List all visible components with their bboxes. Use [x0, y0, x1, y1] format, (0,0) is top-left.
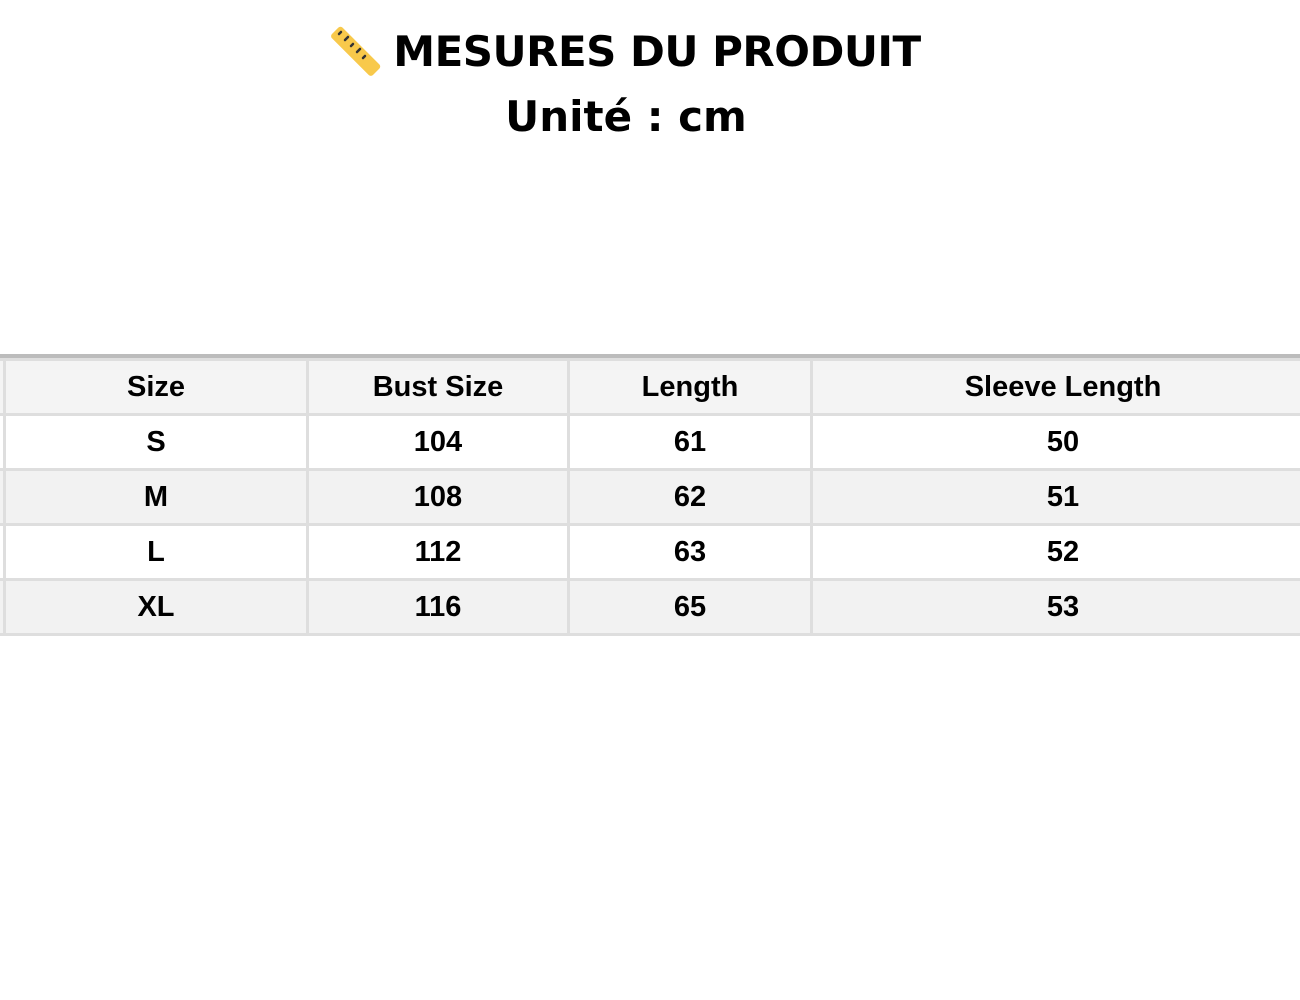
table-cell: 63 [567, 523, 813, 581]
table-cell: S [3, 413, 309, 471]
table-cell: 61 [567, 413, 813, 471]
table-cell: 52 [810, 523, 1300, 581]
page-title: MESURES DU PRODUIT [0, 26, 1252, 76]
table-cell: L [3, 523, 309, 581]
table-cell: 112 [306, 523, 570, 581]
table-row: S 104 61 50 [0, 413, 1300, 471]
column-header: Sleeve Length [810, 358, 1300, 416]
table-cell: 50 [810, 413, 1300, 471]
edge-cell [0, 578, 6, 636]
table-cell: 53 [810, 578, 1300, 636]
title-text: MESURES DU PRODUIT [393, 26, 921, 76]
unit-subtitle: Unité : cm [505, 92, 747, 141]
table-row: L 112 63 52 [0, 523, 1300, 581]
table-cell: 62 [567, 468, 813, 526]
table-cell: M [3, 468, 309, 526]
edge-cell [0, 358, 6, 416]
edge-cell [0, 413, 6, 471]
table-cell: 51 [810, 468, 1300, 526]
table-cell: 116 [306, 578, 570, 636]
table-row: XL 116 65 53 [0, 578, 1300, 636]
table-cell: 108 [306, 468, 570, 526]
edge-cell [0, 468, 6, 526]
table-row: M 108 62 51 [0, 468, 1300, 526]
table-cell: 104 [306, 413, 570, 471]
table-header-row: Size Bust Size Length Sleeve Length [0, 358, 1300, 416]
size-table: Size Bust Size Length Sleeve Length S 10… [0, 358, 1300, 636]
ruler-icon [331, 26, 381, 76]
column-header: Size [3, 358, 309, 416]
column-header: Length [567, 358, 813, 416]
table-cell: XL [3, 578, 309, 636]
size-table-container: Size Bust Size Length Sleeve Length S 10… [0, 354, 1300, 636]
table-cell: 65 [567, 578, 813, 636]
edge-cell [0, 523, 6, 581]
column-header: Bust Size [306, 358, 570, 416]
